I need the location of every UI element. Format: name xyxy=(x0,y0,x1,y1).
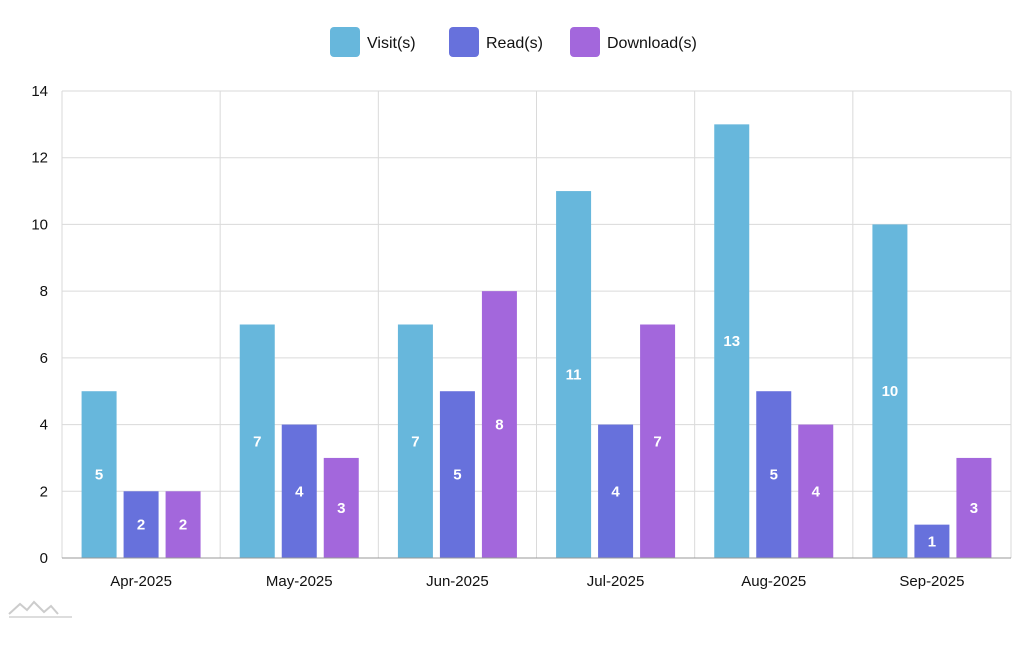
y-tick-label: 6 xyxy=(40,350,48,367)
legend-item[interactable]: Read(s) xyxy=(449,27,543,57)
legend-item[interactable]: Visit(s) xyxy=(330,27,416,57)
bar xyxy=(81,391,117,558)
y-tick-label: 14 xyxy=(31,83,48,100)
x-tick-label: Sep-2025 xyxy=(899,573,964,590)
bar-data-label: 4 xyxy=(812,483,821,500)
bar-data-label: 3 xyxy=(970,500,978,517)
bar-data-label: 11 xyxy=(566,367,582,384)
bar-group xyxy=(81,124,992,559)
bar-data-label: 5 xyxy=(95,467,103,484)
legend-label: Visit(s) xyxy=(367,35,416,52)
bar xyxy=(165,491,201,558)
y-tick-label: 8 xyxy=(40,283,48,300)
bar xyxy=(756,391,792,558)
bar-data-label: 4 xyxy=(295,483,304,500)
legend-swatch xyxy=(330,27,360,57)
bar xyxy=(123,491,159,558)
bar-data-label: 1 xyxy=(928,533,936,550)
y-tick-label: 12 xyxy=(31,150,48,167)
bar-data-label: 5 xyxy=(453,467,461,484)
bar-data-label: 8 xyxy=(495,417,503,434)
x-tick-label: May-2025 xyxy=(266,573,333,590)
bar-data-label: 4 xyxy=(611,483,620,500)
bar xyxy=(640,324,676,558)
bar-data-label: 7 xyxy=(253,433,261,450)
grid-lines xyxy=(61,90,1012,559)
bar xyxy=(481,291,517,558)
bar xyxy=(714,124,750,558)
x-tick-label: Jun-2025 xyxy=(426,573,489,590)
bar xyxy=(281,424,317,558)
x-tick-label: Aug-2025 xyxy=(741,573,806,590)
bar xyxy=(556,191,592,559)
bar xyxy=(956,457,992,558)
bar-data-label: 5 xyxy=(770,467,778,484)
legend[interactable]: Visit(s) Read(s) Download(s) xyxy=(330,27,697,57)
legend-item[interactable]: Download(s) xyxy=(570,27,697,57)
bar-data-label: 13 xyxy=(723,333,740,350)
bar-data-label: 7 xyxy=(653,433,661,450)
bar-data-label: 3 xyxy=(337,500,345,517)
bar xyxy=(872,224,908,558)
bar xyxy=(239,324,275,558)
x-tick-label: Apr-2025 xyxy=(110,573,172,590)
bar-data-label: 7 xyxy=(411,433,419,450)
bar-data-label: 2 xyxy=(179,517,187,534)
bar xyxy=(598,424,634,558)
legend-swatch xyxy=(570,27,600,57)
y-tick-label: 4 xyxy=(40,417,48,434)
y-tick-label: 0 xyxy=(40,550,48,567)
bar xyxy=(323,457,359,558)
amcharts-logo-icon xyxy=(8,600,72,618)
bar-data-label: 10 xyxy=(882,383,899,400)
bar xyxy=(439,391,475,558)
bar xyxy=(397,324,433,558)
legend-label: Read(s) xyxy=(486,35,543,52)
legend-swatch xyxy=(449,27,479,57)
bar xyxy=(798,424,834,558)
bar xyxy=(914,524,950,558)
legend-label: Download(s) xyxy=(607,35,697,52)
x-axis: Apr-2025 May-2025 Jun-2025 Jul-2025 Aug-2025… xyxy=(62,557,1011,590)
y-tick-label: 2 xyxy=(40,483,48,500)
x-tick-label: Jul-2025 xyxy=(587,573,645,590)
y-tick-label: 10 xyxy=(31,216,48,233)
y-axis: 0 2 4 6 8 10 12 14 xyxy=(31,83,48,567)
bar-data-label: 2 xyxy=(137,517,145,534)
